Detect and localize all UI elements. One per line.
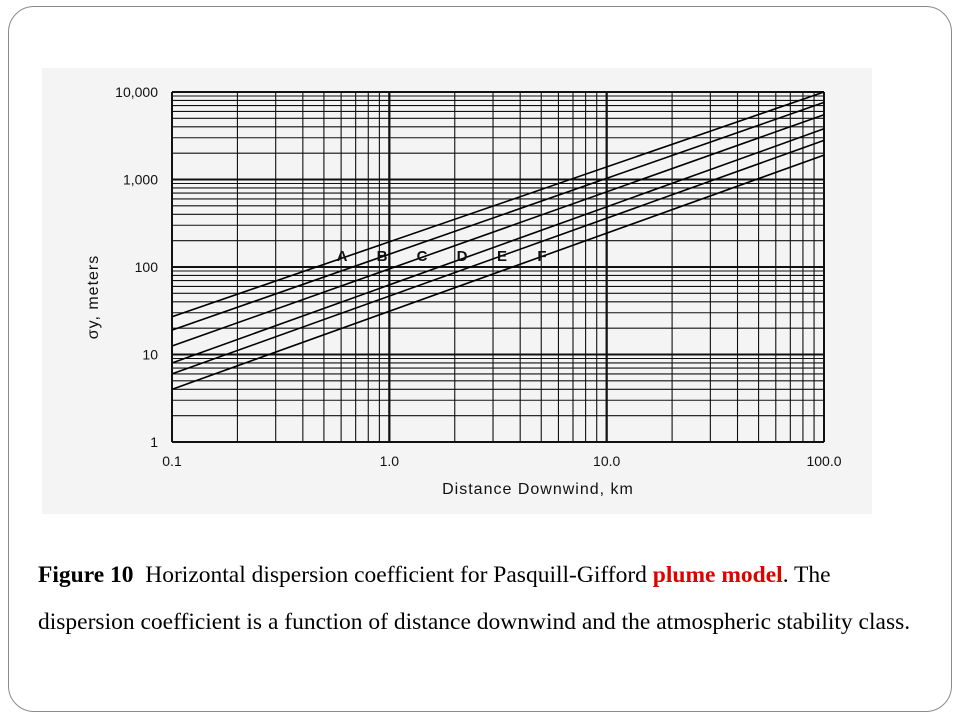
x-tick-label: 10.0 bbox=[593, 453, 620, 469]
series-line-c bbox=[171, 113, 825, 347]
x-tick-label: 100.0 bbox=[806, 453, 841, 469]
caption-text-a: Horizontal dispersion coefficient for Pa… bbox=[145, 562, 647, 588]
series-line-e bbox=[171, 139, 825, 375]
y-tick-label: 1 bbox=[150, 434, 158, 450]
stability-class-a: A bbox=[337, 248, 348, 265]
y-tick-labels: 1 10 100 1,000 10,000 bbox=[115, 84, 158, 450]
stability-class-c: C bbox=[417, 248, 428, 265]
series-line-b bbox=[171, 101, 825, 331]
caption-highlight-model: model bbox=[721, 562, 783, 588]
y-axis-label: σy, meters bbox=[85, 255, 102, 339]
figure-panel: 1 10 100 1,000 10,000 0.1 1.0 10.0 100.0 A B C D E F… bbox=[42, 68, 872, 514]
chart-grid bbox=[171, 91, 825, 443]
stability-class-f: F bbox=[537, 248, 546, 265]
y-tick-label: 10 bbox=[142, 347, 158, 363]
stability-class-d: D bbox=[457, 248, 468, 265]
series-lines bbox=[171, 91, 825, 391]
y-tick-label: 1,000 bbox=[123, 172, 158, 188]
dispersion-chart: 1 10 100 1,000 10,000 0.1 1.0 10.0 100.0 A B C D E F… bbox=[85, 84, 842, 498]
x-tick-label: 1.0 bbox=[380, 453, 400, 469]
series-line-d bbox=[171, 128, 825, 364]
stability-class-e: E bbox=[497, 248, 507, 265]
stability-class-b: B bbox=[377, 248, 388, 265]
stability-class-labels: A B C D E F bbox=[337, 248, 547, 265]
caption-text-b: . The dispersion coefficient is a functi… bbox=[38, 562, 911, 635]
figure-caption: Figure 10 Horizontal dispersion coeffici… bbox=[38, 552, 918, 646]
x-tick-labels: 0.1 1.0 10.0 100.0 bbox=[162, 453, 841, 469]
figure-number: Figure 10 bbox=[38, 562, 134, 588]
y-tick-label: 10,000 bbox=[115, 84, 158, 100]
caption-highlight-plume: plume bbox=[652, 562, 716, 588]
series-line-a bbox=[171, 91, 825, 318]
series-line-f bbox=[171, 154, 825, 391]
x-tick-label: 0.1 bbox=[162, 453, 182, 469]
y-tick-label: 100 bbox=[135, 259, 159, 275]
x-axis-label: Distance Downwind, km bbox=[442, 481, 634, 498]
